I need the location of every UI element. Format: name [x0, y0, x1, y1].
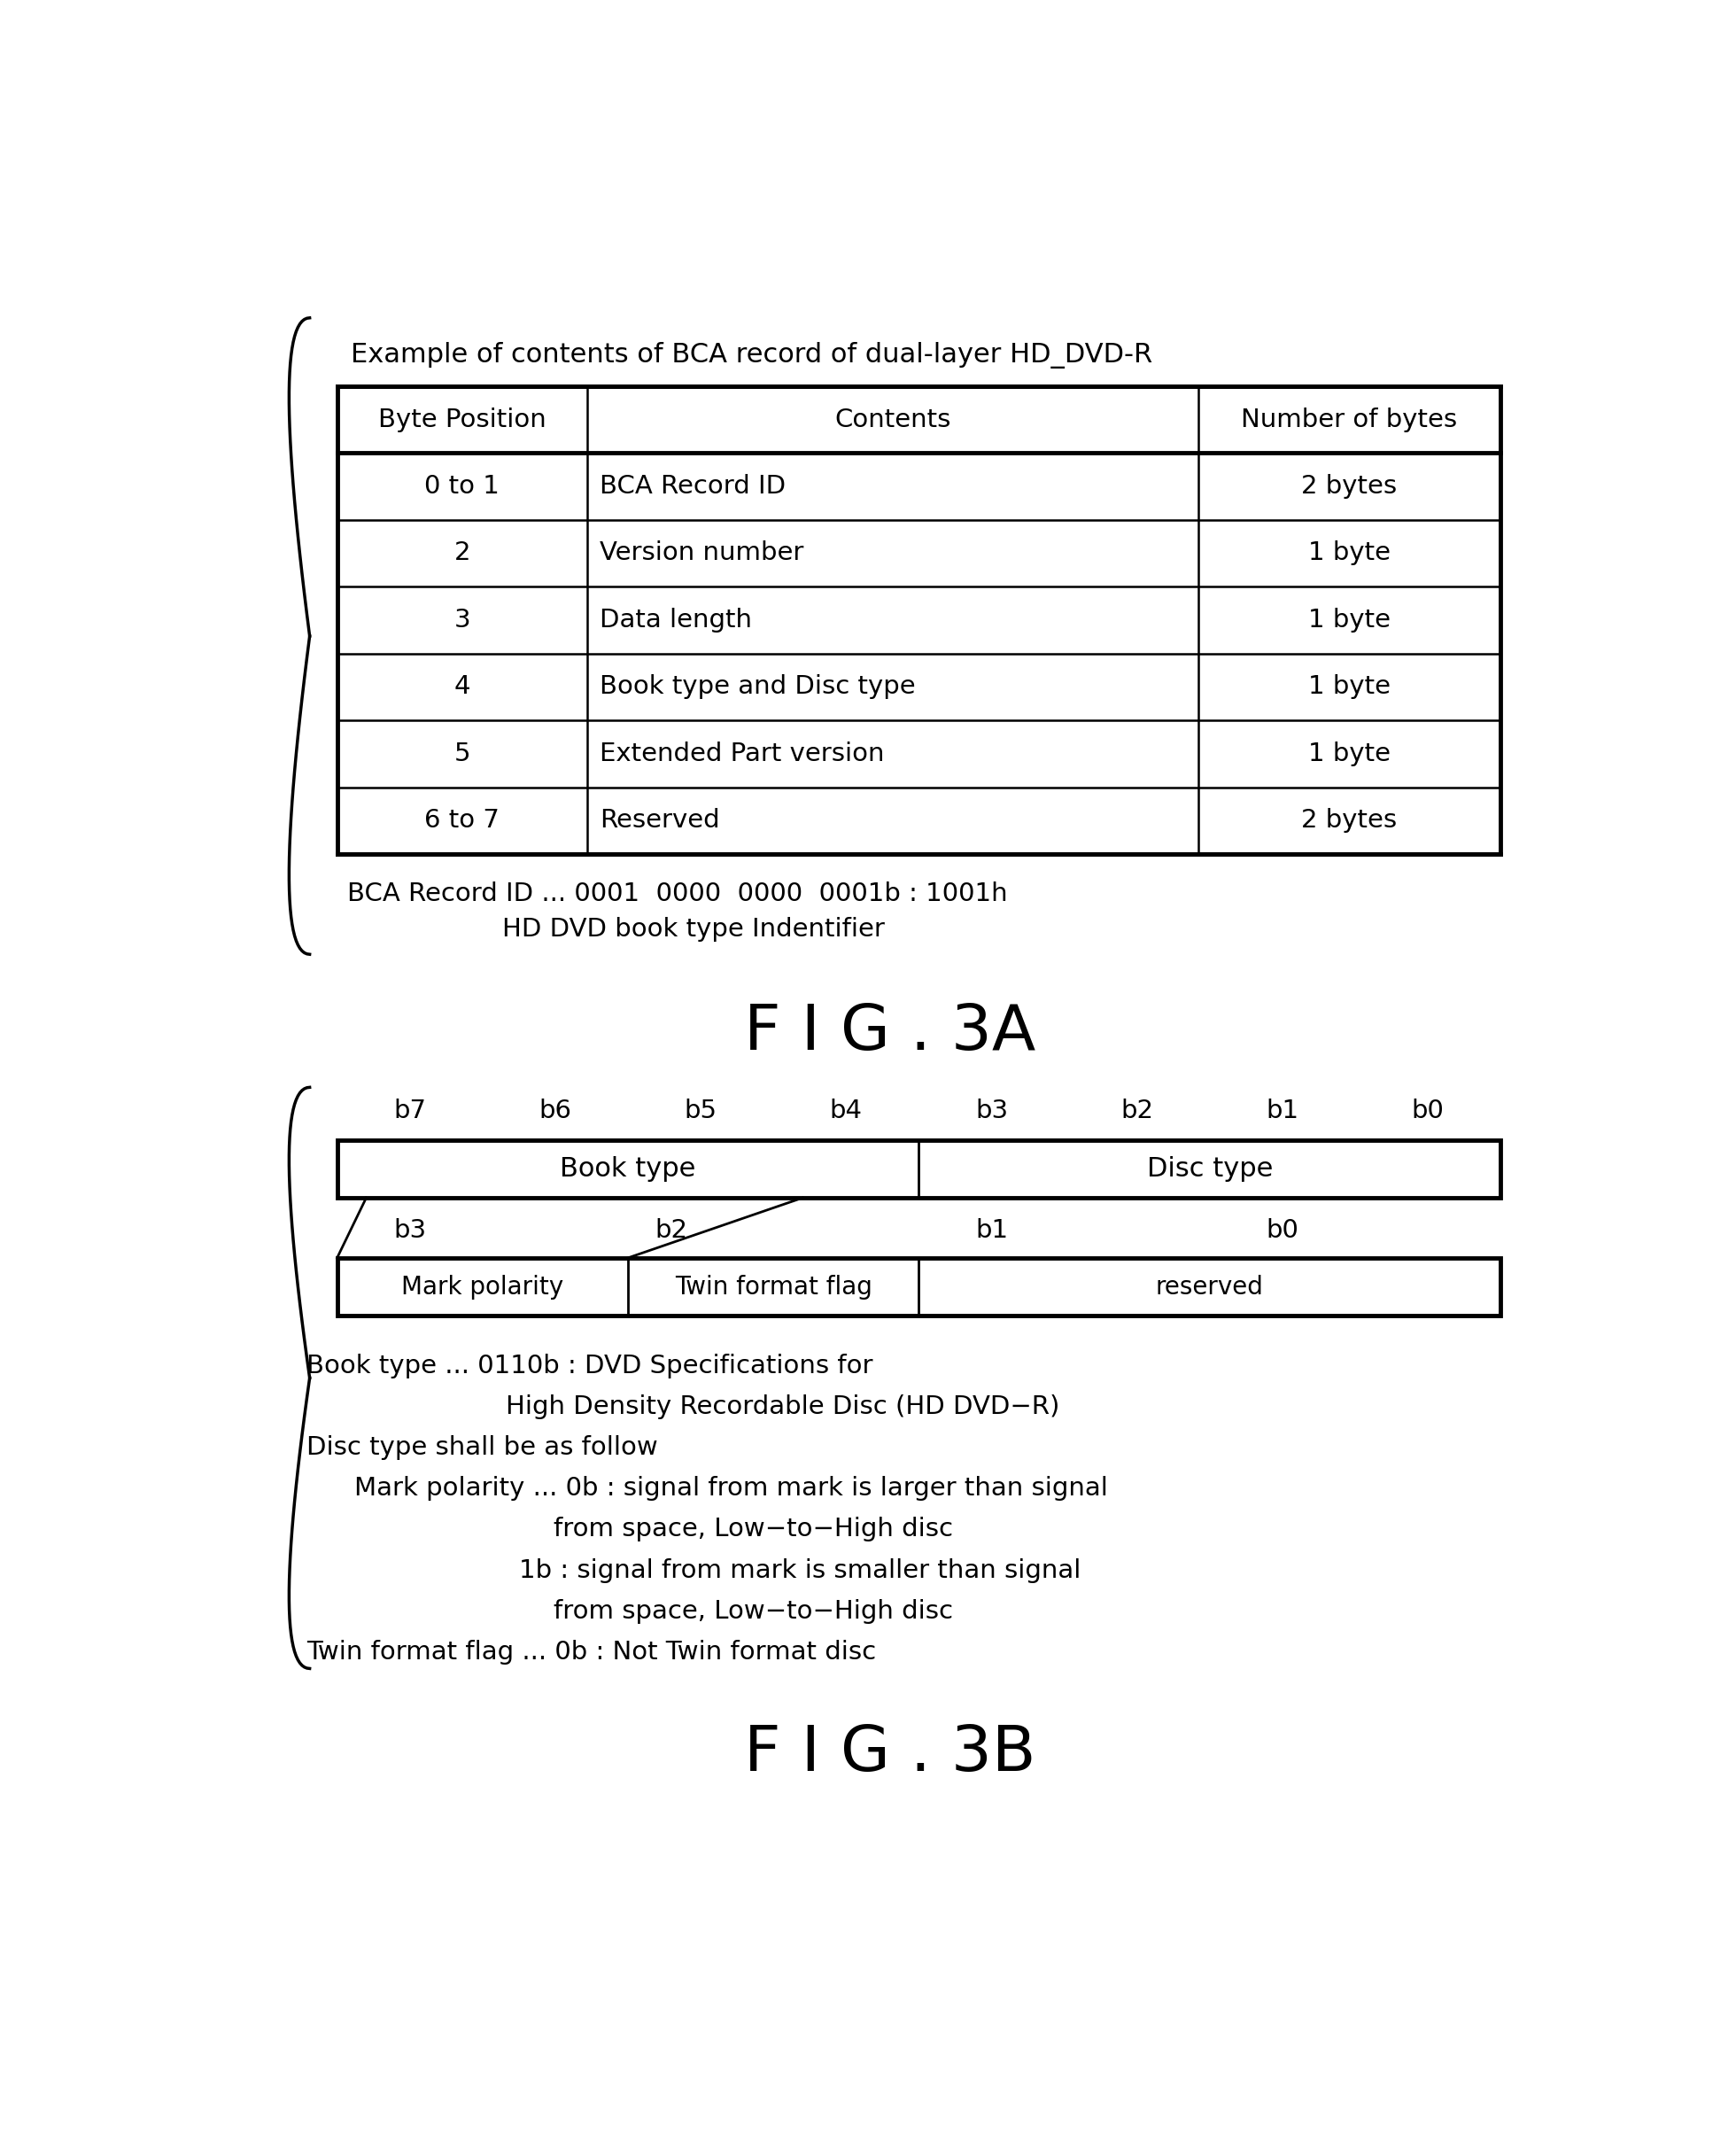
Text: b1: b1 — [976, 1217, 1009, 1243]
Text: F I G . 3A: F I G . 3A — [745, 1003, 1035, 1063]
Text: Example of contents of BCA record of dual-layer HD_DVD-R: Example of contents of BCA record of dua… — [351, 341, 1153, 369]
Text: b0: b0 — [1266, 1217, 1299, 1243]
Text: 1 byte: 1 byte — [1309, 540, 1391, 566]
Text: BCA Record ID: BCA Record ID — [599, 474, 786, 499]
Text: b4: b4 — [830, 1099, 863, 1123]
Text: b3: b3 — [394, 1217, 427, 1243]
Text: Mark polarity: Mark polarity — [401, 1275, 564, 1299]
Text: b6: b6 — [538, 1099, 571, 1123]
Text: 0 to 1: 0 to 1 — [425, 474, 500, 499]
Text: b7: b7 — [394, 1099, 427, 1123]
Text: Byte Position: Byte Position — [378, 407, 547, 433]
Text: Book type and Disc type: Book type and Disc type — [599, 675, 915, 699]
Text: Number of bytes: Number of bytes — [1241, 407, 1458, 433]
Text: BCA Record ID ... 0001  0000  0000  0001b : 1001h: BCA Record ID ... 0001 0000 0000 0001b :… — [347, 881, 1009, 906]
Text: 5: 5 — [455, 741, 470, 767]
Text: 1b : signal from mark is smaller than signal: 1b : signal from mark is smaller than si… — [519, 1558, 1082, 1584]
Text: Mark polarity ... 0b : signal from mark is larger than signal: Mark polarity ... 0b : signal from mark … — [354, 1477, 1108, 1500]
Text: b2: b2 — [654, 1217, 687, 1243]
Text: Book type ... 0110b : DVD Specifications for: Book type ... 0110b : DVD Specifications… — [306, 1354, 873, 1378]
Text: Reserved: Reserved — [599, 808, 720, 834]
Text: b1: b1 — [1266, 1099, 1299, 1123]
Text: Twin format flag ... 0b : Not Twin format disc: Twin format flag ... 0b : Not Twin forma… — [306, 1639, 877, 1665]
Text: 2 bytes: 2 bytes — [1302, 474, 1397, 499]
Text: Extended Part version: Extended Part version — [599, 741, 884, 767]
Text: 3: 3 — [453, 609, 470, 632]
Text: reserved: reserved — [1156, 1275, 1264, 1299]
Text: Version number: Version number — [599, 540, 804, 566]
Text: b3: b3 — [976, 1099, 1009, 1123]
Text: 4: 4 — [455, 675, 470, 699]
Text: HD DVD book type Indentifier: HD DVD book type Indentifier — [502, 917, 884, 941]
Text: 6 to 7: 6 to 7 — [425, 808, 500, 834]
Text: from space, Low−to−High disc: from space, Low−to−High disc — [554, 1517, 953, 1541]
Text: Contents: Contents — [835, 407, 951, 433]
Bar — [337, 1258, 1500, 1316]
Text: High Density Recordable Disc (HD DVD−R): High Density Recordable Disc (HD DVD−R) — [505, 1395, 1059, 1419]
Text: b5: b5 — [684, 1099, 717, 1123]
Bar — [337, 386, 1500, 855]
Text: b2: b2 — [1121, 1099, 1153, 1123]
Text: Disc type shall be as follow: Disc type shall be as follow — [306, 1436, 658, 1459]
Text: from space, Low−to−High disc: from space, Low−to−High disc — [554, 1599, 953, 1624]
Text: Book type: Book type — [561, 1155, 696, 1181]
Text: b0: b0 — [1411, 1099, 1444, 1123]
Text: 1 byte: 1 byte — [1309, 609, 1391, 632]
Bar — [337, 1140, 1500, 1198]
Text: Data length: Data length — [599, 609, 752, 632]
Text: 2: 2 — [455, 540, 470, 566]
Text: 1 byte: 1 byte — [1309, 741, 1391, 767]
Text: 1 byte: 1 byte — [1309, 675, 1391, 699]
Text: Disc type: Disc type — [1147, 1155, 1272, 1181]
Text: Twin format flag: Twin format flag — [675, 1275, 871, 1299]
Text: F I G . 3B: F I G . 3B — [743, 1723, 1036, 1785]
Text: 2 bytes: 2 bytes — [1302, 808, 1397, 834]
